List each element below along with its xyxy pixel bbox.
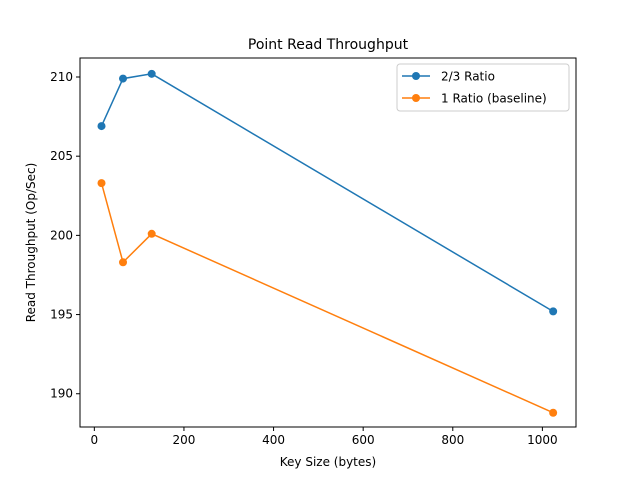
x-tick-label: 400 [262,433,285,447]
y-axis-label: Read Throughput (Op/Sec) [24,163,38,323]
data-point [119,258,128,267]
series-line [100,182,554,414]
x-tick-label: 800 [441,433,464,447]
data-point [97,122,106,131]
data-point [549,307,558,316]
legend: 2/3 Ratio 1 Ratio (baseline) [396,63,570,112]
y-tick-label: 210 [50,70,73,84]
x-tick-label: 1000 [527,433,558,447]
series-1 [97,69,558,316]
x-axis-label: Key Size (bytes) [280,455,376,469]
series-line [100,73,554,313]
data-point [147,69,156,78]
data-point [147,229,156,238]
plot-area-frame [79,57,577,428]
legend-box [396,63,570,112]
legend-item: 2/3 Ratio [402,70,495,84]
x-tick-label: 0 [91,433,99,447]
legend-marker [412,72,420,80]
legend-label: 1 Ratio (baseline) [441,92,547,106]
data-point [119,74,128,83]
data-point [97,179,106,188]
legend-marker [412,94,420,102]
y-tick-label: 205 [50,149,73,163]
x-tick-label: 200 [172,433,195,447]
y-tick-label: 200 [50,228,73,242]
legend-item: 1 Ratio (baseline) [402,92,547,106]
series-2 [97,179,558,417]
chart-title: Point Read Throughput [248,37,409,53]
y-tick-label: 190 [50,387,73,401]
data-point [549,408,558,417]
x-tick-label: 600 [352,433,375,447]
legend-label: 2/3 Ratio [441,70,495,84]
y-tick-label: 195 [50,308,73,322]
